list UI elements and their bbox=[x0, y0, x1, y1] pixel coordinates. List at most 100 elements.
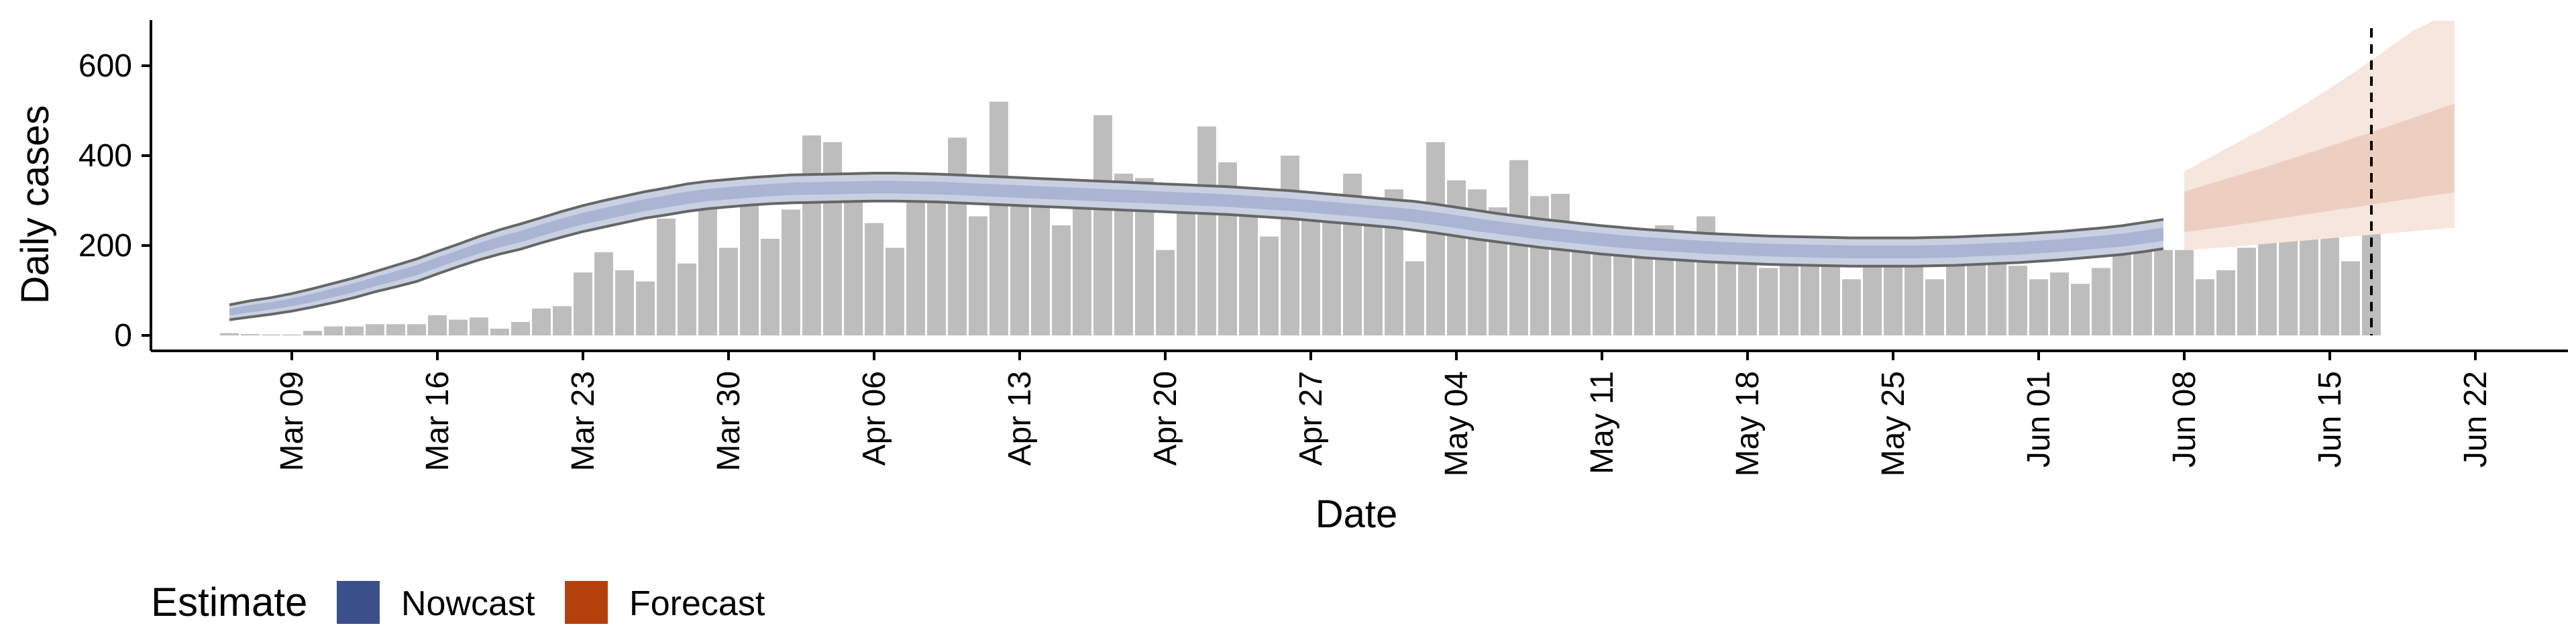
x-tick-label: Mar 16 bbox=[420, 371, 455, 471]
x-tick-label: Apr 20 bbox=[1148, 371, 1183, 466]
legend-swatch-forecast bbox=[565, 581, 608, 624]
case-bar bbox=[678, 263, 696, 335]
case-bar bbox=[2279, 234, 2298, 335]
y-tick-label: 200 bbox=[78, 228, 132, 264]
case-bar bbox=[615, 270, 634, 335]
case-bar bbox=[511, 321, 530, 335]
nowcast-upper-line bbox=[229, 172, 2164, 307]
legend-label-forecast: Forecast bbox=[629, 584, 765, 623]
case-bar bbox=[1239, 201, 1258, 335]
nowcast-group bbox=[229, 172, 2164, 321]
case-bar bbox=[2258, 229, 2277, 335]
case-bar bbox=[303, 331, 322, 335]
case-bar bbox=[927, 182, 946, 335]
x-tick-label: May 25 bbox=[1876, 371, 1911, 476]
case-bar bbox=[2175, 250, 2194, 335]
case-bar bbox=[2154, 250, 2173, 335]
case-bar bbox=[428, 315, 447, 335]
case-bar bbox=[324, 326, 343, 335]
case-bar bbox=[761, 238, 780, 335]
case-bar bbox=[490, 328, 509, 335]
case-bar bbox=[823, 142, 842, 335]
case-bar bbox=[1759, 268, 1778, 335]
case-bar bbox=[2050, 272, 2069, 335]
case-bar bbox=[2341, 261, 2360, 335]
case-bar bbox=[553, 306, 572, 335]
case-bar bbox=[1197, 126, 1216, 335]
case-bar bbox=[1426, 142, 1445, 335]
x-tick-label: Jun 22 bbox=[2458, 371, 2493, 468]
case-bar bbox=[802, 135, 821, 335]
case-bar bbox=[1447, 180, 1466, 335]
nowcast-lower-line bbox=[229, 199, 2164, 321]
case-bar bbox=[407, 324, 426, 335]
case-bar bbox=[1322, 205, 1341, 335]
case-bar bbox=[2092, 268, 2110, 335]
x-tick-label: Mar 23 bbox=[566, 371, 601, 471]
y-tick-label: 0 bbox=[114, 318, 132, 354]
case-bar bbox=[1551, 193, 1570, 335]
case-bar bbox=[1010, 196, 1029, 335]
case-bar bbox=[386, 324, 405, 335]
case-bar bbox=[2237, 248, 2256, 335]
case-bar bbox=[1405, 261, 1424, 335]
case-bar bbox=[1842, 279, 1861, 335]
case-bar bbox=[1093, 115, 1112, 335]
case-bar bbox=[1946, 261, 1965, 335]
x-tick-label: May 18 bbox=[1730, 371, 1766, 476]
case-bar bbox=[2008, 266, 2027, 335]
y-tick-label: 600 bbox=[78, 48, 132, 84]
nowcast-inner-band bbox=[229, 180, 2163, 316]
forecast-inner-band bbox=[2184, 103, 2455, 232]
case-bar bbox=[1073, 201, 1091, 335]
x-tick-label: Jun 08 bbox=[2167, 371, 2202, 468]
case-bar bbox=[657, 218, 676, 335]
case-bar bbox=[1177, 198, 1195, 335]
case-bar bbox=[470, 317, 488, 335]
case-bar bbox=[1717, 259, 1736, 335]
case-bar bbox=[969, 216, 987, 335]
case-bar bbox=[1031, 186, 1050, 335]
case-bar bbox=[532, 308, 551, 335]
case-bar bbox=[1863, 254, 1882, 335]
case-bar bbox=[2216, 270, 2235, 335]
legend-swatch-nowcast bbox=[337, 581, 380, 624]
case-bar bbox=[1156, 250, 1175, 335]
case-bar bbox=[2071, 283, 2090, 335]
case-bar bbox=[948, 138, 967, 335]
axes-group: 0 200 400 600 Mar 09 Mar 16 Mar 23 Mar 30 Apr 06… bbox=[78, 20, 2568, 476]
case-bar bbox=[2029, 279, 2048, 335]
case-bar bbox=[1676, 248, 1695, 335]
case-bar bbox=[719, 248, 738, 335]
case-bar bbox=[782, 209, 800, 335]
case-bar bbox=[1925, 279, 1944, 335]
case-bar bbox=[1260, 236, 1279, 335]
case-bar bbox=[2196, 279, 2214, 335]
x-tick-label: Jun 01 bbox=[2021, 371, 2057, 468]
case-bar bbox=[989, 101, 1008, 335]
x-tick-label: Mar 09 bbox=[274, 371, 310, 471]
case-bar bbox=[865, 223, 883, 335]
case-bar bbox=[594, 252, 613, 335]
x-tick-label: May 11 bbox=[1585, 371, 1620, 474]
x-tick-label: Apr 27 bbox=[1293, 371, 1329, 466]
case-bar bbox=[1364, 211, 1383, 335]
case-bar bbox=[345, 326, 364, 335]
x-axis-title: Date bbox=[1316, 492, 1398, 536]
case-bar bbox=[636, 281, 655, 335]
x-tick-label: Mar 30 bbox=[711, 371, 747, 471]
case-bar bbox=[449, 319, 468, 335]
case-bar bbox=[885, 248, 904, 335]
case-bar bbox=[740, 201, 759, 335]
case-bar bbox=[241, 333, 260, 335]
x-tick-label: May 04 bbox=[1439, 371, 1474, 476]
case-bar bbox=[698, 198, 717, 335]
legend: Estimate Nowcast Forecast bbox=[151, 580, 765, 625]
y-tick-label: 400 bbox=[78, 138, 132, 174]
case-bar bbox=[1052, 225, 1071, 335]
case-bar bbox=[574, 272, 592, 335]
x-tick-label: Apr 13 bbox=[1002, 371, 1038, 466]
case-bar bbox=[1738, 259, 1757, 335]
case-bar bbox=[1613, 246, 1632, 335]
